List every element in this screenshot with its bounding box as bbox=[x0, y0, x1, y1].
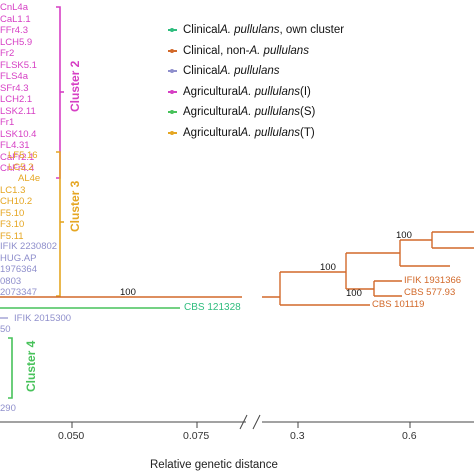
taxon-label: LCH2.1 bbox=[0, 94, 33, 105]
taxon-label: Fr2 bbox=[0, 48, 15, 59]
taxon-label: LF5.16 bbox=[8, 150, 38, 161]
taxon-label: FFr4.3 bbox=[0, 25, 28, 36]
taxon-label: FLSK5.1 bbox=[0, 59, 37, 71]
taxon-label: F5.11 bbox=[0, 230, 24, 242]
own-cluster-taxon-label: CBS 121328 bbox=[184, 302, 241, 313]
taxon-label: CaL1.1 bbox=[0, 13, 31, 25]
taxon-label: F3.10 bbox=[0, 219, 25, 230]
cluster-4-bracket bbox=[8, 337, 13, 399]
cluster-2-bracket bbox=[56, 6, 64, 179]
taxon-label: 50 bbox=[0, 324, 11, 335]
taxon-label: 2073347 bbox=[0, 287, 37, 298]
cluster-2-label: Cluster 2 bbox=[68, 60, 82, 112]
legend-item-agricultural-i: Agricultural A. pullulans (I) bbox=[168, 82, 344, 103]
taxon-label: AL4e bbox=[18, 173, 41, 184]
taxon-label: LSK10.4 bbox=[0, 128, 37, 140]
legend-swatch bbox=[168, 128, 177, 138]
cluster-3-bracket bbox=[56, 151, 64, 297]
legend-swatch bbox=[168, 46, 177, 56]
taxon-label: 1976364 bbox=[0, 264, 37, 275]
taxon-label: 290 bbox=[0, 403, 16, 414]
legend: Clinical A. pullulans, own cluster Clini… bbox=[168, 20, 344, 143]
legend-item-clinical-own-cluster: Clinical A. pullulans, own cluster bbox=[168, 20, 344, 41]
orange-clade bbox=[0, 231, 474, 306]
legend-swatch bbox=[168, 66, 177, 76]
taxon-label: Fr1 bbox=[0, 117, 15, 128]
taxon-label: CBS 101119 bbox=[372, 299, 425, 310]
taxon-label: CnL4a bbox=[0, 2, 28, 13]
x-tick-label: 0.3 bbox=[290, 430, 305, 442]
bootstrap-value: 100 bbox=[346, 288, 362, 299]
taxon-label: LC1.3 bbox=[0, 184, 26, 196]
legend-swatch bbox=[168, 87, 177, 97]
legend-item-clinical-pullulans: Clinical A. pullulans bbox=[168, 61, 344, 82]
x-axis bbox=[0, 414, 474, 430]
bootstrap-value: 100 bbox=[396, 230, 412, 241]
taxon-label: IFIK 2015300 bbox=[14, 313, 72, 324]
taxon-label: LSK2.11 bbox=[0, 105, 36, 117]
legend-swatch bbox=[168, 25, 177, 35]
x-tick-label: 0.075 bbox=[183, 430, 210, 442]
taxon-label: CBS 577.93 bbox=[404, 287, 456, 298]
x-axis-title: Relative genetic distance bbox=[150, 459, 278, 471]
taxon-label: HUG.AP bbox=[0, 252, 37, 264]
cluster-4-label: Cluster 4 bbox=[24, 340, 38, 392]
taxon-label: LCH5.9 bbox=[0, 36, 33, 48]
taxon-label: FL4.31 bbox=[0, 140, 30, 151]
taxon-label: CnFr4.4 bbox=[0, 163, 35, 174]
taxon-label: SFr4.3 bbox=[0, 82, 29, 94]
x-tick-label: 0.6 bbox=[402, 430, 417, 442]
taxon-label: FLS4a bbox=[0, 71, 28, 82]
taxon-label: F5.10 bbox=[0, 207, 25, 219]
legend-item-agricultural-s: Agricultural A. pullulans (S) bbox=[168, 102, 344, 123]
taxon-label: CH10.2 bbox=[0, 196, 33, 207]
legend-item-agricultural-t: Agricultural A. pullulans (T) bbox=[168, 123, 344, 144]
legend-item-clinical-non-pullulans: Clinical, non- A. pullulans bbox=[168, 41, 344, 62]
taxon-label: IFIK 1931366 bbox=[404, 275, 462, 286]
taxon-label: 0803 bbox=[0, 275, 22, 287]
bootstrap-value: 100 bbox=[320, 262, 336, 273]
cluster-3-label: Cluster 3 bbox=[68, 180, 82, 232]
taxon-label: LC5.2 bbox=[8, 161, 34, 173]
x-tick-label: 0.050 bbox=[58, 430, 85, 442]
legend-swatch bbox=[168, 107, 177, 117]
taxon-label: CaFr2.1 bbox=[0, 151, 35, 163]
taxon-label: IFIK 2230802 bbox=[0, 241, 58, 252]
bootstrap-value: 100 bbox=[120, 287, 136, 298]
